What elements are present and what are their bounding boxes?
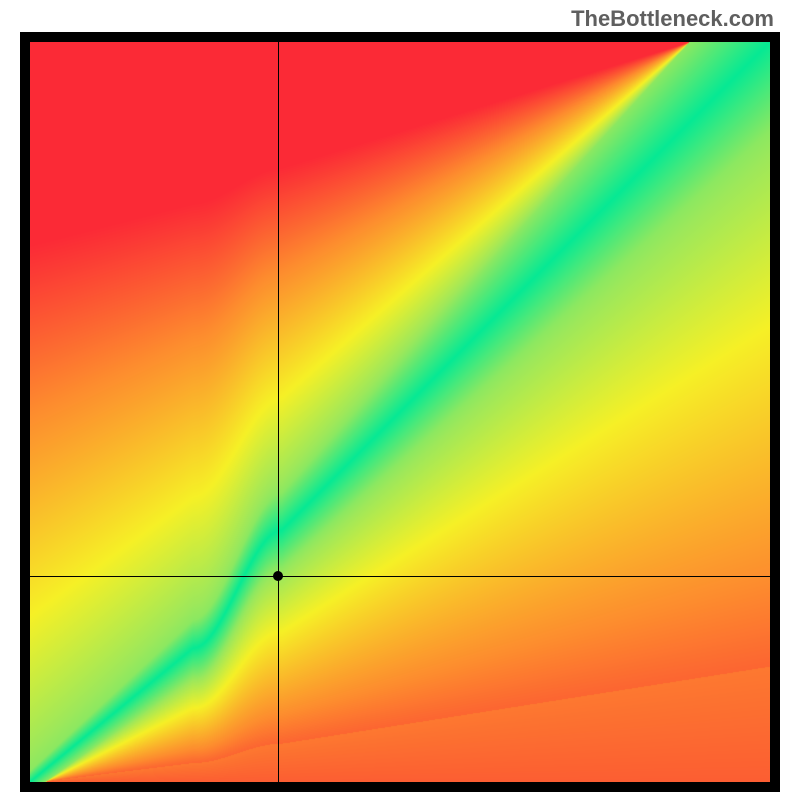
heatmap-canvas [30,42,770,782]
crosshair-marker [273,571,283,581]
crosshair-horizontal [30,576,770,577]
chart-frame [20,32,780,792]
watermark-text: TheBottleneck.com [571,6,774,32]
crosshair-vertical [278,42,279,782]
